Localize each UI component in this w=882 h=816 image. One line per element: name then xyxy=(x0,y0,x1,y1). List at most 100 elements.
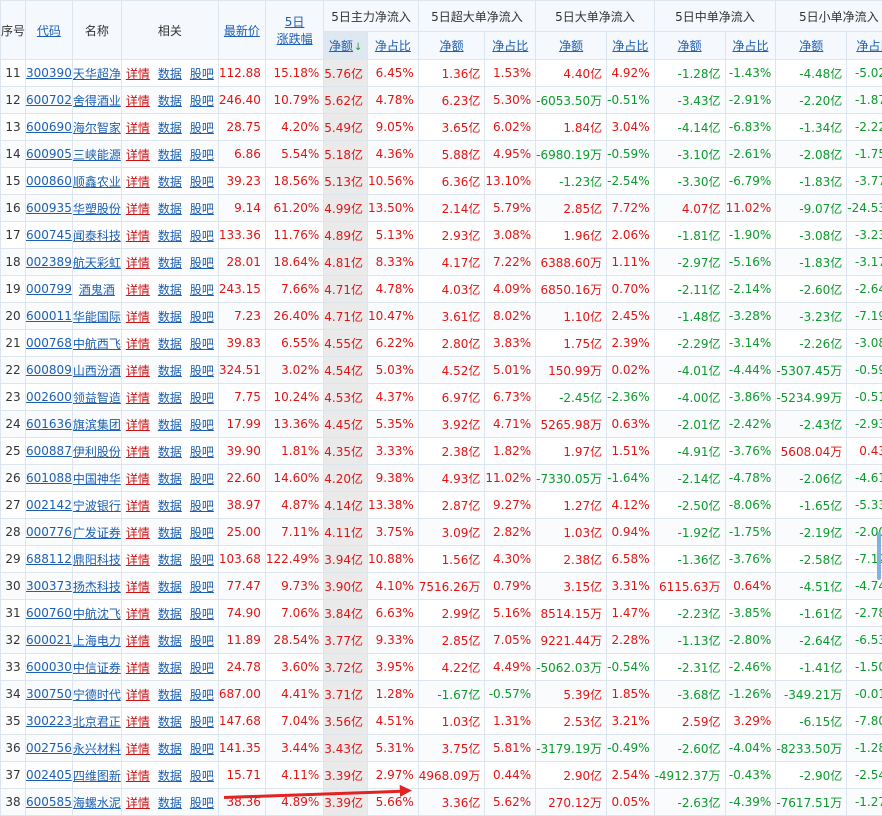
table-row[interactable]: 17 600745 闻泰科技 详情 数据 股吧 133.36 11.76% 4.89亿 5.13%… xyxy=(0,221,882,249)
table-row[interactable]: 26 601088 中国神华 详情 数据 股吧 22.60 14.60% 4.20亿 9.38% 4… xyxy=(0,464,882,492)
forum-link[interactable]: 股吧 xyxy=(189,633,214,648)
table-row[interactable]: 25 600887 伊利股份 详情 数据 股吧 39.90 1.81% 4.35亿 3.33% 2.… xyxy=(0,437,882,465)
stock-name-link[interactable]: 旗滨集团 xyxy=(72,417,121,432)
col-chg5[interactable]: 5日 涨跌幅 xyxy=(264,0,325,60)
detail-link[interactable]: 详情 xyxy=(125,255,150,270)
sort-medium-amount-link[interactable]: 净额 xyxy=(677,39,702,53)
row-name[interactable]: 广发证券 xyxy=(71,518,122,546)
stock-code-link[interactable]: 600011 xyxy=(26,309,72,323)
scroll-indicator[interactable] xyxy=(877,532,881,580)
sort-medium-ratio-link[interactable]: 净占比 xyxy=(732,39,769,53)
row-name[interactable]: 海螺水泥 xyxy=(71,788,122,816)
data-link[interactable]: 数据 xyxy=(157,66,182,81)
table-row[interactable]: 15 000860 顺鑫农业 详情 数据 股吧 39.23 18.56% 5.13亿 10.56%… xyxy=(0,167,882,195)
stock-code-link[interactable]: 600021 xyxy=(26,633,72,647)
row-name[interactable]: 航天彩虹 xyxy=(71,248,122,276)
stock-name-link[interactable]: 华塑股份 xyxy=(72,201,121,216)
stock-name-link[interactable]: 中航西飞 xyxy=(72,336,121,351)
col-price[interactable]: 最新价 xyxy=(217,0,266,60)
data-link[interactable]: 数据 xyxy=(157,606,182,621)
detail-link[interactable]: 详情 xyxy=(125,714,150,729)
detail-link[interactable]: 详情 xyxy=(125,309,150,324)
row-name[interactable]: 领益智造 xyxy=(71,383,122,411)
forum-link[interactable]: 股吧 xyxy=(189,228,214,243)
data-link[interactable]: 数据 xyxy=(157,336,182,351)
stock-name-link[interactable]: 华能国际 xyxy=(72,309,121,324)
stock-name-link[interactable]: 顺鑫农业 xyxy=(72,174,121,189)
data-link[interactable]: 数据 xyxy=(157,282,182,297)
row-name[interactable]: 三峡能源 xyxy=(71,140,122,168)
data-link[interactable]: 数据 xyxy=(157,201,182,216)
detail-link[interactable]: 详情 xyxy=(125,336,150,351)
table-row[interactable]: 35 300223 北京君正 详情 数据 股吧 147.68 7.04% 3.56亿 4.51% 1… xyxy=(0,707,882,735)
stock-name-link[interactable]: 酒鬼酒 xyxy=(78,282,115,297)
sort-xlarge-ratio-link[interactable]: 净占比 xyxy=(492,39,529,53)
sub-medium-ratio[interactable]: 净占比 xyxy=(724,31,777,60)
stock-code-link[interactable]: 002756 xyxy=(26,741,72,755)
sub-medium-amount[interactable]: 净额 xyxy=(653,31,726,60)
stock-code-link[interactable]: 600030 xyxy=(26,660,72,674)
row-code[interactable]: 000776 xyxy=(25,518,73,546)
table-row[interactable]: 16 600935 华塑股份 详情 数据 股吧 9.14 61.20% 4.99亿 13.50% 2… xyxy=(0,194,882,222)
row-code[interactable]: 600021 xyxy=(25,626,73,654)
stock-name-link[interactable]: 海尔智家 xyxy=(72,120,121,135)
forum-link[interactable]: 股吧 xyxy=(189,444,214,459)
table-row[interactable]: 12 600702 舍得酒业 详情 数据 股吧 246.40 10.79% 5.62亿 4.78%… xyxy=(0,86,882,114)
row-code[interactable]: 300750 xyxy=(25,680,73,708)
row-code[interactable]: 600905 xyxy=(25,140,73,168)
row-name[interactable]: 北京君正 xyxy=(71,707,122,735)
forum-link[interactable]: 股吧 xyxy=(189,147,214,162)
table-row[interactable]: 13 600690 海尔智家 详情 数据 股吧 28.75 4.20% 5.49亿 9.05% 3.… xyxy=(0,113,882,141)
forum-link[interactable]: 股吧 xyxy=(189,606,214,621)
table-row[interactable]: 30 300373 扬杰科技 详情 数据 股吧 77.47 9.73% 3.90亿 4.10% 75… xyxy=(0,572,882,600)
stock-name-link[interactable]: 领益智造 xyxy=(72,390,121,405)
stock-code-link[interactable]: 002600 xyxy=(26,390,72,404)
sort-main-amount-link[interactable]: 净额 xyxy=(328,39,353,53)
detail-link[interactable]: 详情 xyxy=(125,93,150,108)
stock-code-link[interactable]: 002405 xyxy=(26,768,72,782)
stock-code-link[interactable]: 600809 xyxy=(26,363,72,377)
sort-chg5-link[interactable]: 5日 涨跌幅 xyxy=(277,15,313,46)
row-code[interactable]: 000768 xyxy=(25,329,73,357)
forum-link[interactable]: 股吧 xyxy=(189,309,214,324)
row-name[interactable]: 中国神华 xyxy=(71,464,122,492)
detail-link[interactable]: 详情 xyxy=(125,795,150,810)
stock-code-link[interactable]: 000776 xyxy=(26,525,72,539)
data-link[interactable]: 数据 xyxy=(157,390,182,405)
data-link[interactable]: 数据 xyxy=(157,525,182,540)
stock-code-link[interactable]: 000799 xyxy=(26,282,72,296)
row-name[interactable]: 中信证券 xyxy=(71,653,122,681)
stock-name-link[interactable]: 山西汾酒 xyxy=(72,363,121,378)
row-code[interactable]: 601636 xyxy=(25,410,73,438)
stock-name-link[interactable]: 中信证券 xyxy=(72,660,121,675)
stock-code-link[interactable]: 300390 xyxy=(26,66,72,80)
stock-code-link[interactable]: 600905 xyxy=(26,147,72,161)
table-row[interactable]: 31 600760 中航沈飞 详情 数据 股吧 74.90 7.06% 3.84亿 6.63% 2.… xyxy=(0,599,882,627)
row-name[interactable]: 舍得酒业 xyxy=(71,86,122,114)
stock-code-link[interactable]: 300750 xyxy=(26,687,72,701)
stock-code-link[interactable]: 601088 xyxy=(26,471,72,485)
data-link[interactable]: 数据 xyxy=(157,687,182,702)
data-link[interactable]: 数据 xyxy=(157,309,182,324)
stock-name-link[interactable]: 永兴材料 xyxy=(72,741,121,756)
table-row[interactable]: 22 600809 山西汾酒 详情 数据 股吧 324.51 3.02% 4.54亿 5.03% 4… xyxy=(0,356,882,384)
forum-link[interactable]: 股吧 xyxy=(189,201,214,216)
table-row[interactable]: 36 002756 永兴材料 详情 数据 股吧 141.35 3.44% 3.43亿 5.31% 3… xyxy=(0,734,882,762)
stock-code-link[interactable]: 600702 xyxy=(26,93,72,107)
sub-small-ratio[interactable]: 净占比 xyxy=(846,31,882,60)
row-name[interactable]: 华能国际 xyxy=(71,302,122,330)
forum-link[interactable]: 股吧 xyxy=(189,687,214,702)
forum-link[interactable]: 股吧 xyxy=(189,390,214,405)
stock-name-link[interactable]: 北京君正 xyxy=(72,714,121,729)
detail-link[interactable]: 详情 xyxy=(125,768,150,783)
data-link[interactable]: 数据 xyxy=(157,120,182,135)
stock-name-link[interactable]: 航天彩虹 xyxy=(72,255,121,270)
detail-link[interactable]: 详情 xyxy=(125,390,150,405)
row-code[interactable]: 002405 xyxy=(25,761,73,789)
detail-link[interactable]: 详情 xyxy=(125,282,150,297)
sort-price-link[interactable]: 最新价 xyxy=(223,23,260,38)
table-row[interactable]: 20 600011 华能国际 详情 数据 股吧 7.23 26.40% 4.71亿 10.47% 3… xyxy=(0,302,882,330)
row-name[interactable]: 鼎阳科技 xyxy=(71,545,122,573)
data-link[interactable]: 数据 xyxy=(157,633,182,648)
row-name[interactable]: 宁德时代 xyxy=(71,680,122,708)
